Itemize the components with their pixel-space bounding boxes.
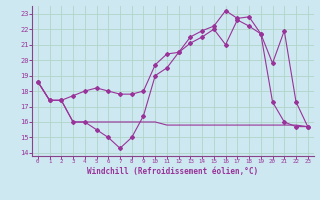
X-axis label: Windchill (Refroidissement éolien,°C): Windchill (Refroidissement éolien,°C) <box>87 167 258 176</box>
